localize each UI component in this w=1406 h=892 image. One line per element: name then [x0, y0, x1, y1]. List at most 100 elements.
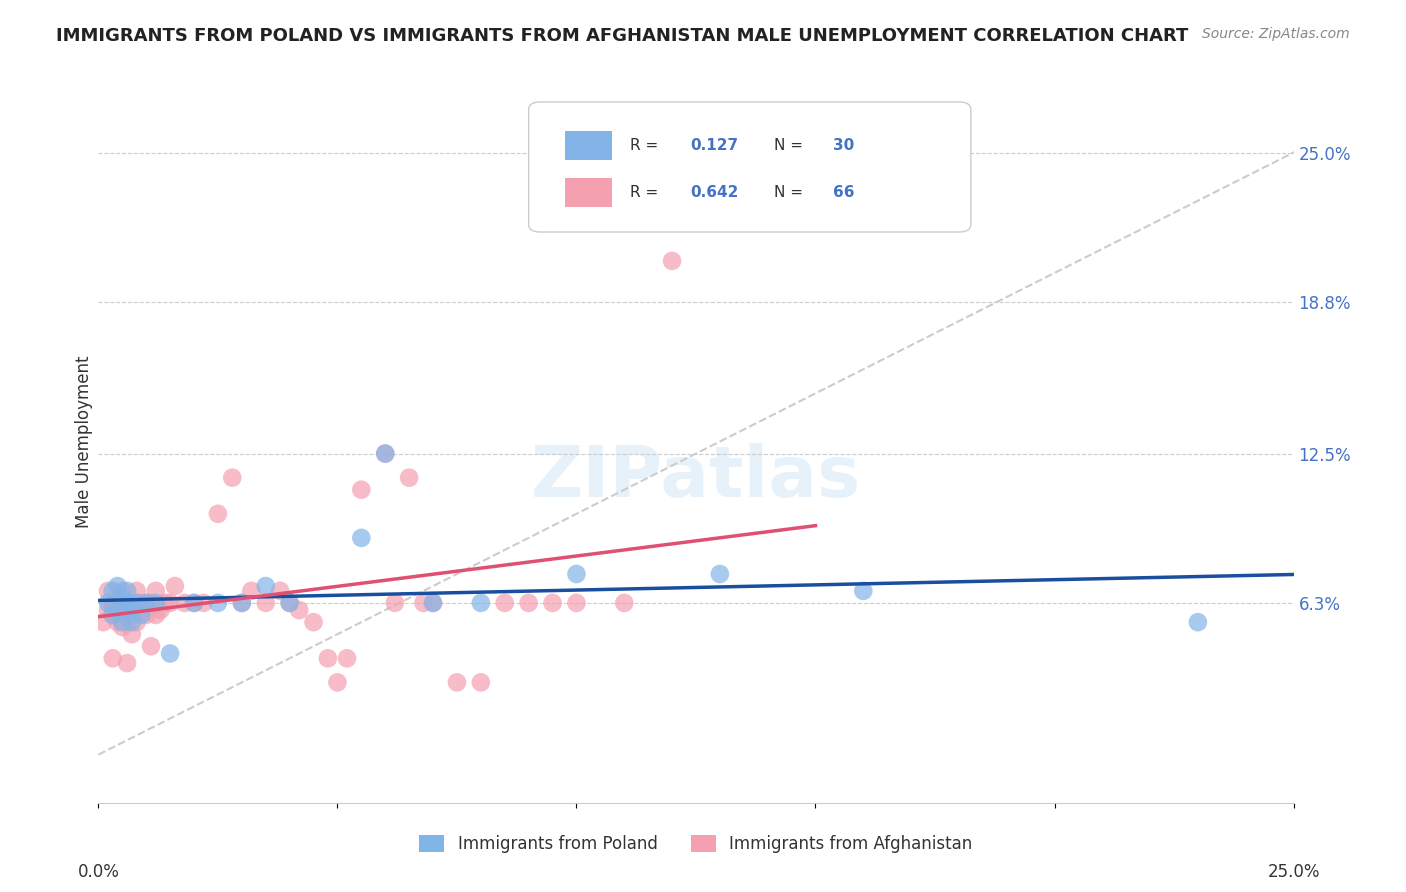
- Point: [446, 675, 468, 690]
- Text: 25.0%: 25.0%: [1267, 863, 1320, 881]
- Point: [159, 647, 181, 661]
- Point: [97, 603, 120, 617]
- Legend: Immigrants from Poland, Immigrants from Afghanistan: Immigrants from Poland, Immigrants from …: [413, 828, 979, 860]
- Point: [183, 596, 205, 610]
- Point: [135, 607, 157, 622]
- FancyBboxPatch shape: [565, 178, 613, 207]
- Text: 0.0%: 0.0%: [77, 863, 120, 881]
- Point: [709, 567, 731, 582]
- Point: [115, 583, 138, 598]
- Point: [183, 596, 205, 610]
- Point: [131, 607, 153, 622]
- Point: [125, 596, 148, 610]
- Point: [254, 579, 277, 593]
- Y-axis label: Male Unemployment: Male Unemployment: [75, 355, 93, 528]
- Point: [231, 596, 253, 610]
- Text: 30: 30: [834, 137, 855, 153]
- Point: [336, 651, 359, 665]
- Point: [91, 615, 114, 630]
- Point: [101, 603, 124, 617]
- Point: [1187, 615, 1209, 630]
- Point: [470, 675, 492, 690]
- Point: [412, 596, 434, 610]
- Point: [155, 596, 177, 610]
- Point: [135, 596, 157, 610]
- Point: [101, 607, 124, 622]
- Point: [173, 596, 195, 610]
- Point: [422, 596, 444, 610]
- Text: 0.127: 0.127: [690, 137, 738, 153]
- Point: [384, 596, 406, 610]
- Point: [288, 603, 311, 617]
- Point: [115, 603, 138, 617]
- Point: [326, 675, 349, 690]
- Point: [107, 603, 129, 617]
- Point: [517, 596, 540, 610]
- Text: IMMIGRANTS FROM POLAND VS IMMIGRANTS FROM AFGHANISTAN MALE UNEMPLOYMENT CORRELAT: IMMIGRANTS FROM POLAND VS IMMIGRANTS FRO…: [56, 27, 1188, 45]
- Point: [302, 615, 325, 630]
- Point: [131, 603, 153, 617]
- Point: [111, 596, 134, 610]
- Point: [139, 639, 162, 653]
- Point: [121, 607, 143, 622]
- Text: N =: N =: [773, 137, 803, 153]
- Point: [111, 591, 134, 606]
- Point: [207, 596, 229, 610]
- Text: R =: R =: [630, 185, 658, 200]
- Point: [121, 627, 143, 641]
- Point: [139, 596, 162, 610]
- Point: [107, 615, 129, 630]
- Point: [135, 596, 157, 610]
- Point: [278, 596, 301, 610]
- Point: [97, 596, 120, 610]
- Text: 0.642: 0.642: [690, 185, 738, 200]
- Point: [852, 583, 875, 598]
- Point: [107, 596, 129, 610]
- FancyBboxPatch shape: [565, 131, 613, 160]
- Text: R =: R =: [630, 137, 658, 153]
- Point: [121, 603, 143, 617]
- Point: [121, 603, 143, 617]
- Point: [145, 596, 167, 610]
- Point: [115, 615, 138, 630]
- Point: [240, 583, 263, 598]
- Point: [163, 579, 186, 593]
- Point: [125, 583, 148, 598]
- Point: [145, 583, 167, 598]
- Point: [661, 254, 683, 268]
- Point: [145, 607, 167, 622]
- Point: [350, 483, 373, 497]
- Point: [254, 596, 277, 610]
- Point: [470, 596, 492, 610]
- Point: [374, 446, 396, 460]
- Point: [115, 603, 138, 617]
- Point: [221, 471, 243, 485]
- Point: [125, 596, 148, 610]
- Text: 66: 66: [834, 185, 855, 200]
- Point: [565, 596, 588, 610]
- Point: [121, 615, 143, 630]
- Point: [107, 579, 129, 593]
- Text: Source: ZipAtlas.com: Source: ZipAtlas.com: [1202, 27, 1350, 41]
- Point: [101, 607, 124, 622]
- Point: [316, 651, 339, 665]
- Point: [374, 446, 396, 460]
- Text: N =: N =: [773, 185, 803, 200]
- Point: [115, 596, 138, 610]
- Point: [111, 583, 134, 598]
- Point: [97, 583, 120, 598]
- Point: [111, 615, 134, 630]
- Point: [494, 596, 516, 610]
- Point: [278, 596, 301, 610]
- Point: [115, 596, 138, 610]
- Point: [565, 567, 588, 582]
- Point: [398, 471, 420, 485]
- Point: [231, 596, 253, 610]
- Point: [111, 607, 134, 622]
- Point: [541, 596, 564, 610]
- Point: [613, 596, 636, 610]
- Point: [422, 596, 444, 610]
- Point: [107, 591, 129, 606]
- Text: ZIPatlas: ZIPatlas: [531, 443, 860, 512]
- Point: [269, 583, 291, 598]
